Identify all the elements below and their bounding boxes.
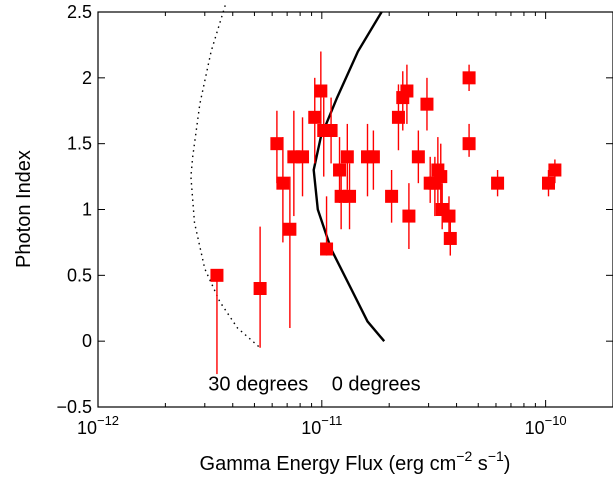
data-point bbox=[434, 170, 448, 184]
y-tick-label: −0.5 bbox=[56, 397, 92, 417]
annotations: 30 degrees 0 degrees bbox=[208, 373, 420, 395]
x-tick-label: 10−10 bbox=[525, 413, 567, 438]
y-tick-label: 0 bbox=[82, 331, 92, 351]
data-point bbox=[462, 137, 476, 151]
data-points bbox=[210, 51, 562, 375]
y-tick-label: 1 bbox=[82, 200, 92, 220]
curve-0 bbox=[190, 5, 261, 349]
data-point bbox=[276, 176, 290, 190]
data-point bbox=[308, 110, 322, 124]
data-point bbox=[420, 97, 434, 111]
data-point bbox=[324, 124, 338, 137]
y-axis-label: Photon Index bbox=[13, 150, 35, 268]
data-point bbox=[400, 84, 414, 98]
data-point bbox=[333, 163, 347, 177]
data-point bbox=[385, 189, 399, 203]
data-point bbox=[402, 209, 416, 223]
data-point bbox=[210, 268, 224, 282]
data-point bbox=[462, 71, 476, 85]
x-tick-label: 10−12 bbox=[77, 413, 119, 438]
data-point bbox=[548, 163, 562, 177]
data-point bbox=[443, 231, 457, 245]
model-curves bbox=[190, 5, 386, 349]
axis-ticks: −0.5 0 0.5 1 1.5 2 2.5 10−12 10−11 10−10 bbox=[56, 2, 613, 438]
data-point bbox=[541, 176, 555, 190]
y-tick-label: 2.5 bbox=[67, 2, 92, 22]
data-point bbox=[343, 189, 357, 203]
data-point bbox=[320, 242, 334, 256]
x-tick-label: 10−11 bbox=[301, 413, 342, 438]
curve-1 bbox=[312, 11, 386, 342]
data-point bbox=[442, 209, 456, 223]
data-point bbox=[296, 150, 310, 164]
data-point bbox=[283, 222, 297, 236]
annotation-label: 30 degrees bbox=[208, 373, 308, 395]
data-point bbox=[253, 282, 267, 295]
y-tick-label: 0.5 bbox=[67, 265, 92, 285]
data-point bbox=[411, 150, 425, 164]
data-point bbox=[270, 137, 284, 151]
plot-frame bbox=[97, 11, 613, 408]
x-axis-label: Gamma Energy Flux (erg cm−2 s−1) bbox=[200, 448, 511, 475]
y-tick-label: 2 bbox=[82, 68, 92, 88]
y-tick-label: 1.5 bbox=[67, 134, 92, 154]
data-point bbox=[491, 176, 505, 190]
data-point bbox=[391, 110, 405, 124]
data-point bbox=[366, 150, 380, 164]
annotation-label: 0 degrees bbox=[332, 373, 421, 395]
data-point bbox=[314, 84, 328, 98]
data-point bbox=[340, 150, 354, 164]
